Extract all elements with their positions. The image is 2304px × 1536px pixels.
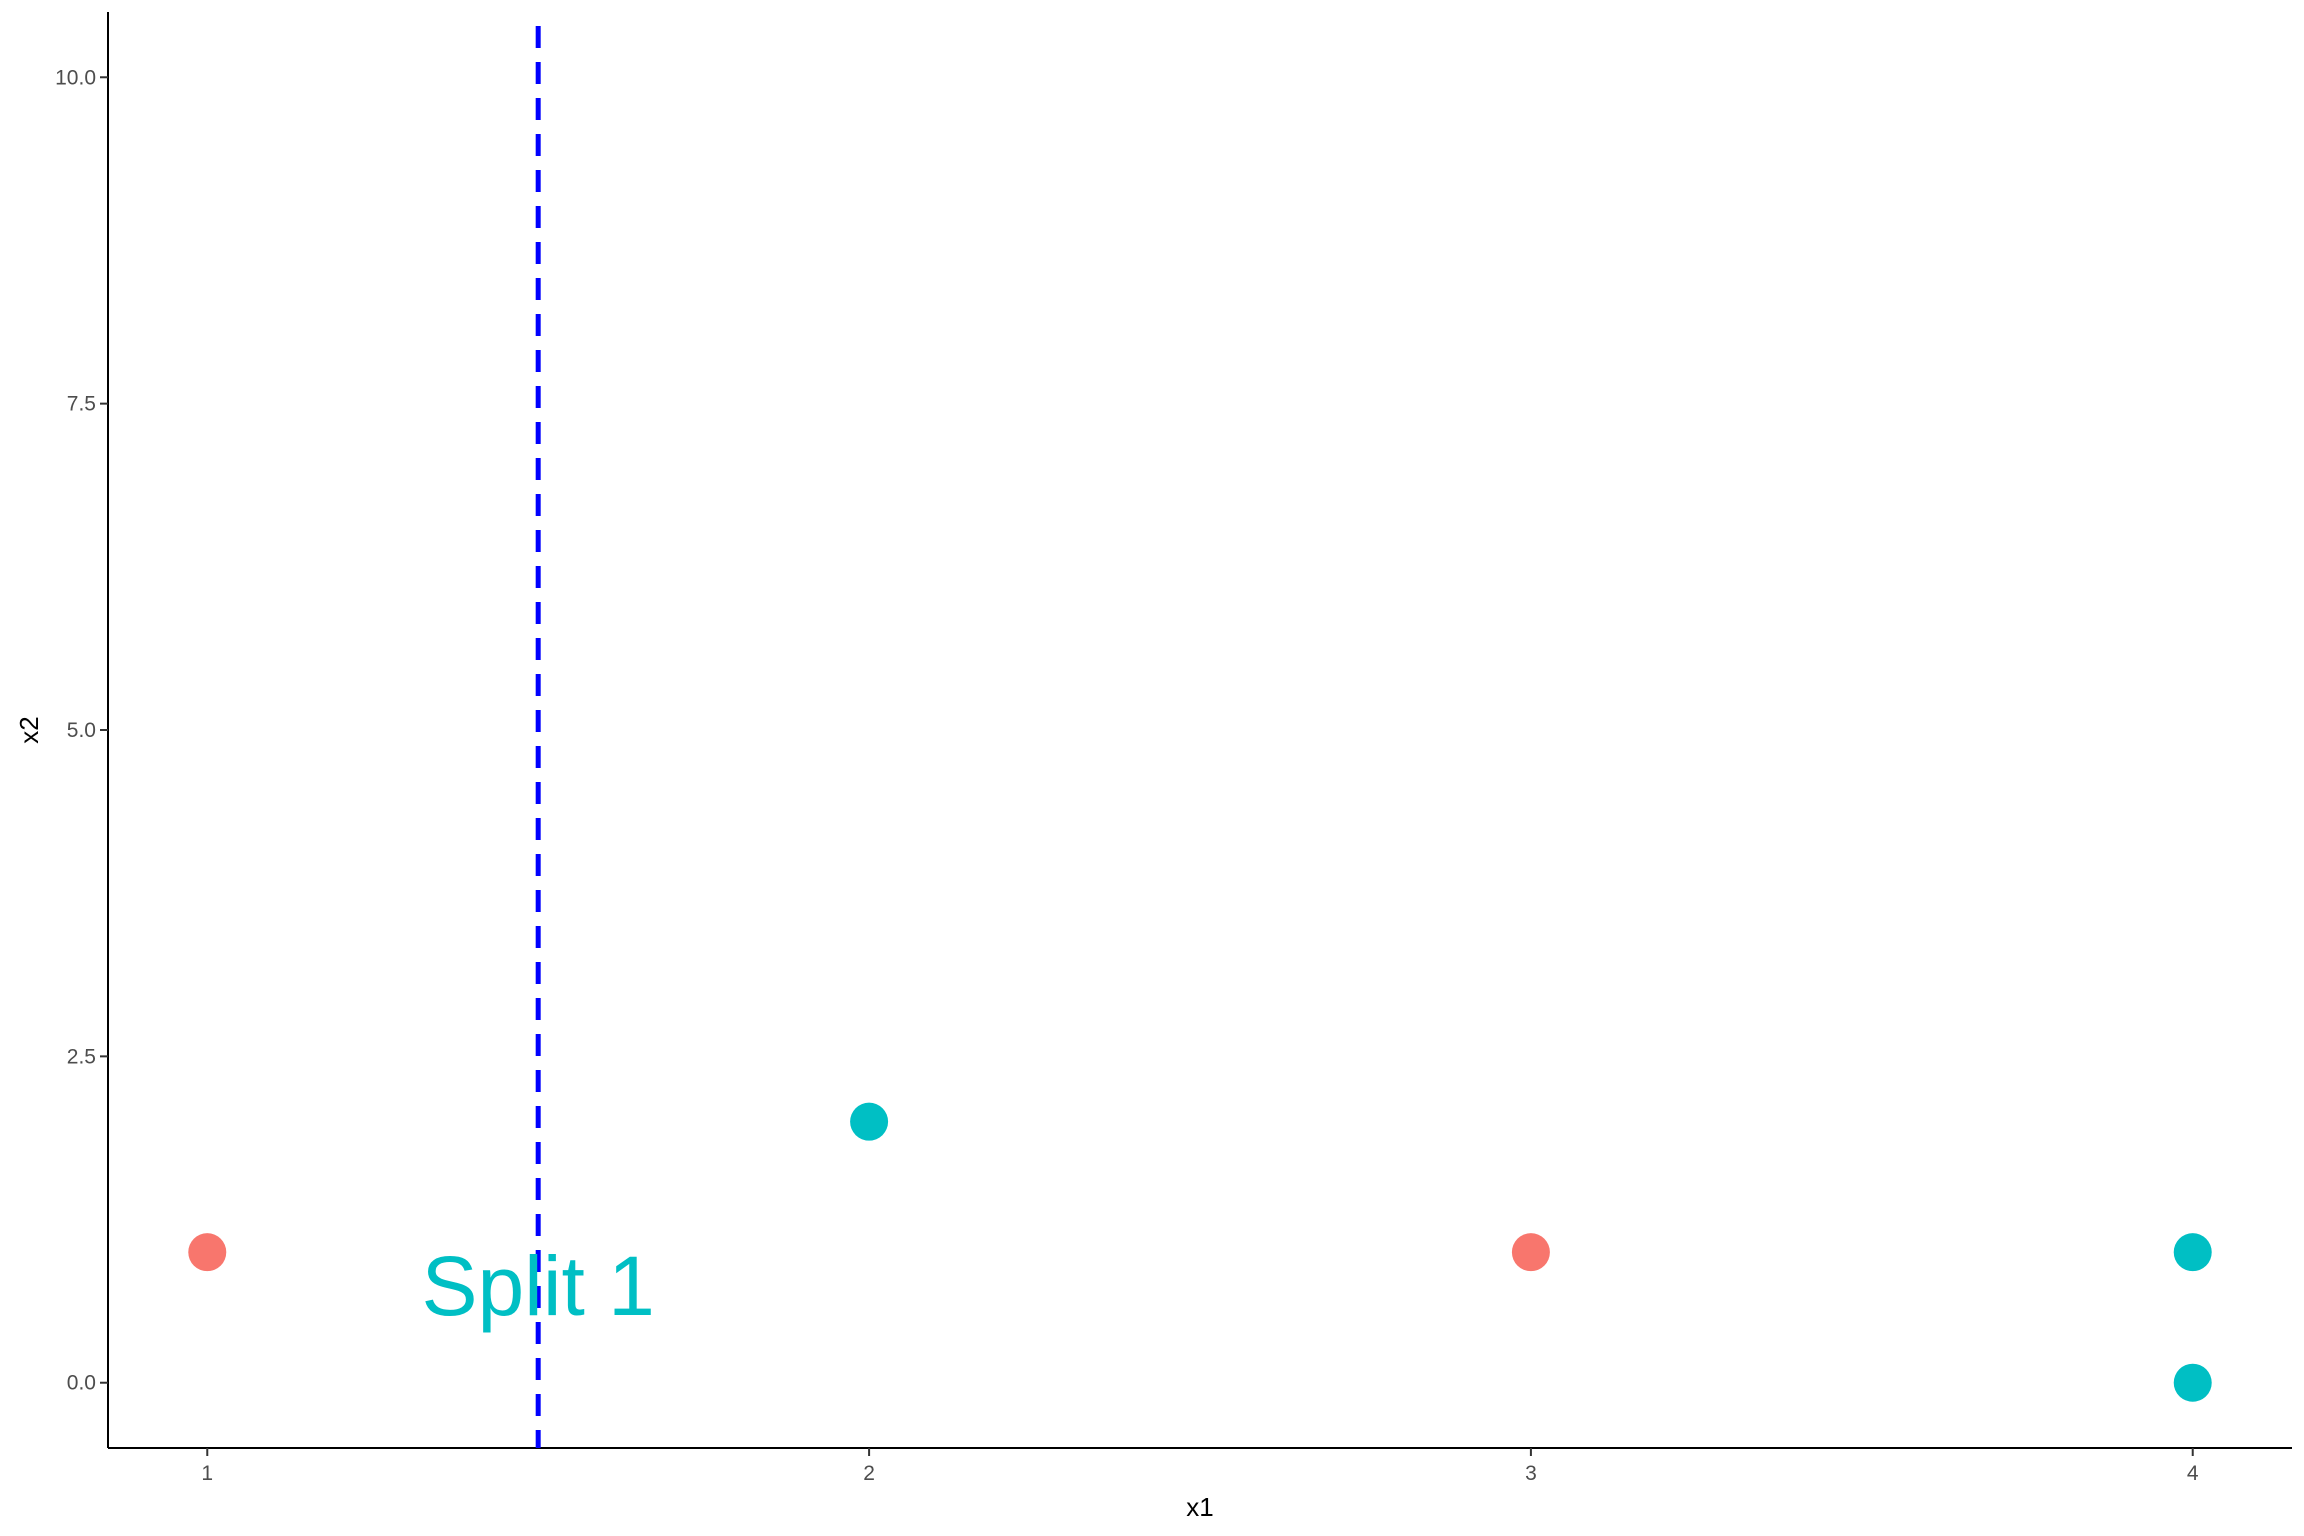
x-tick-label: 2 (863, 1462, 875, 1485)
data-point (1511, 1233, 1550, 1272)
x-tick-label: 1 (201, 1462, 213, 1485)
axes-layer: 1 2 3 4 0.0 2.5 5.0 7.5 10.0 (55, 12, 2292, 1485)
split-annotation: Split 1 (421, 1239, 654, 1333)
data-point (188, 1233, 227, 1272)
y-axis-title: x2 (14, 716, 44, 743)
annotation-layer: Split 1 (421, 1239, 654, 1333)
data-point (2173, 1233, 2212, 1272)
y-tick-label: 10.0 (55, 66, 96, 89)
x-axis-title: x1 (1186, 1492, 1213, 1522)
data-point (2173, 1363, 2212, 1402)
y-tick-label: 2.5 (67, 1045, 96, 1068)
y-tick-label: 0.0 (67, 1372, 96, 1395)
points-layer (188, 1102, 2212, 1402)
x-tick-label: 4 (2187, 1462, 2199, 1485)
y-tick-label: 7.5 (67, 393, 96, 416)
y-tick-label: 5.0 (67, 719, 96, 742)
data-point (850, 1102, 889, 1141)
x-tick-label: 3 (1525, 1462, 1537, 1485)
